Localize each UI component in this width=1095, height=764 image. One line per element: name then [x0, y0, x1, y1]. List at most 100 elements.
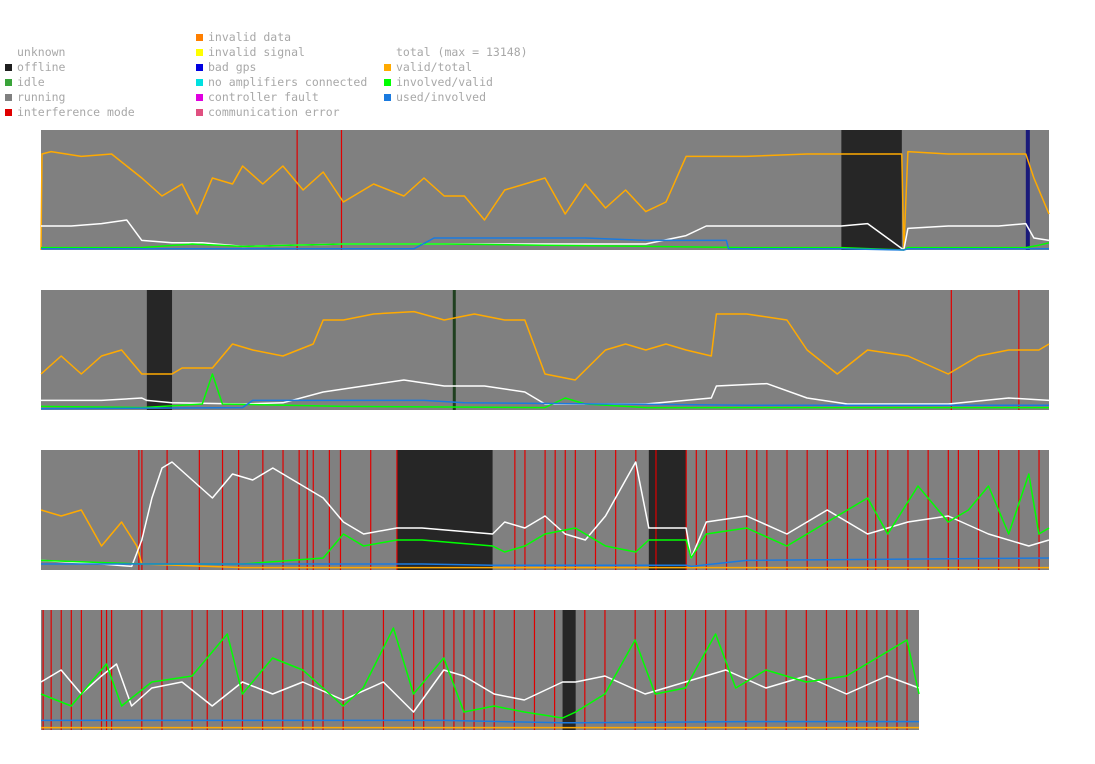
- legend-label: total (max = 13148): [396, 45, 528, 59]
- legend-errors: invalid data invalid signal bad gps no a…: [196, 30, 367, 120]
- legend-item-unknown: unknown: [17, 45, 135, 60]
- interference-mark: [141, 610, 143, 730]
- legend-item-idle: idle: [5, 75, 135, 90]
- interference-mark: [805, 610, 807, 730]
- legend-label: invalid signal: [208, 45, 305, 59]
- interference-mark: [339, 450, 342, 570]
- interference-mark: [70, 610, 72, 730]
- interference-mark: [825, 610, 828, 730]
- legend-swatch: [196, 94, 203, 101]
- interference-mark: [298, 450, 300, 570]
- legend-swatch: [5, 64, 12, 71]
- interference-mark: [947, 450, 949, 570]
- interference-mark: [977, 450, 980, 570]
- interference-mark: [705, 450, 707, 570]
- interference-mark: [238, 450, 240, 570]
- offline-span: [396, 450, 493, 570]
- interference-mark: [423, 610, 425, 730]
- running-background: [41, 610, 919, 730]
- legend-status: unknown offline idle running interferenc…: [5, 30, 135, 120]
- interference-mark: [634, 610, 636, 730]
- interference-mark: [806, 450, 808, 570]
- offline-span: [562, 610, 576, 730]
- interference-mark: [241, 610, 244, 730]
- interference-mark: [584, 610, 586, 730]
- interference-mark: [1018, 450, 1020, 570]
- interference-mark: [42, 610, 44, 730]
- legend-label: idle: [17, 75, 45, 89]
- interference-mark: [846, 610, 848, 730]
- interference-mark: [80, 610, 82, 730]
- interference-mark: [654, 610, 656, 730]
- interference-mark: [766, 450, 768, 570]
- interference-mark: [756, 450, 758, 570]
- interference-mark: [312, 610, 314, 730]
- series-line-total: [41, 379, 1050, 405]
- interference-mark: [493, 610, 495, 730]
- interference-mark: [786, 450, 788, 570]
- legend-label: communication error: [208, 105, 340, 119]
- interference-mark: [906, 610, 908, 730]
- series-line-total: [40, 461, 1050, 568]
- interference-mark: [198, 450, 200, 570]
- interference-mark: [463, 610, 465, 730]
- legend-swatch: [196, 79, 203, 86]
- series-line-valid-total: [40, 509, 1049, 569]
- legend-item-offline: offline: [5, 60, 135, 75]
- legend-label: interference mode: [17, 105, 135, 119]
- interference-mark: [604, 610, 606, 730]
- legend-item-interference: interference mode: [5, 105, 135, 120]
- interference-mark: [554, 450, 556, 570]
- series-line-total: [41, 219, 1050, 251]
- interference-mark: [396, 450, 398, 570]
- interference-mark: [957, 450, 959, 570]
- offline-span: [648, 450, 687, 570]
- interference-mark: [533, 610, 536, 730]
- interference-mark: [282, 610, 284, 730]
- interference-mark: [110, 610, 113, 730]
- legend-swatch: [384, 64, 391, 71]
- interference-mark: [887, 450, 889, 570]
- interference-mark: [907, 450, 909, 570]
- series-line-used-involved: [41, 557, 1050, 568]
- series-line-involved-valid: [40, 627, 920, 719]
- legend-swatch: [196, 49, 203, 56]
- plot-panel-2: [40, 290, 1050, 410]
- interference-mark: [685, 450, 687, 570]
- legend-label: involved/valid: [396, 75, 493, 89]
- interference-mark: [785, 610, 787, 730]
- interference-mark: [615, 450, 617, 570]
- legend-label: invalid data: [208, 30, 292, 44]
- legend-item-used-involved: used/involved: [384, 90, 528, 105]
- interference-mark: [544, 450, 546, 570]
- offline-span: [146, 290, 173, 410]
- interference-mark: [221, 610, 223, 730]
- legend-series: total (max = 13148) valid/total involved…: [384, 30, 528, 105]
- interference-mark: [191, 610, 193, 730]
- legend-swatch: [5, 94, 12, 101]
- interference-mark: [886, 610, 888, 730]
- interference-mark: [328, 450, 330, 570]
- interference-mark: [866, 610, 868, 730]
- interference-mark: [950, 290, 952, 410]
- interference-mark: [322, 610, 324, 730]
- interference-mark: [340, 130, 343, 250]
- bad-gps-span: [1025, 130, 1030, 250]
- interference-mark: [296, 130, 298, 250]
- interference-mark: [1038, 450, 1040, 570]
- legend-item-no-amplifiers: no amplifiers connected: [196, 75, 367, 90]
- series-line-involved-valid: [41, 242, 1050, 251]
- interference-mark: [473, 610, 475, 730]
- interference-mark: [564, 450, 566, 570]
- series-line-total: [40, 663, 920, 713]
- interference-mark: [262, 450, 264, 570]
- idle-mark: [452, 290, 456, 410]
- legend-label: running: [17, 90, 66, 104]
- interference-mark: [161, 610, 163, 730]
- plot-panel-1: [40, 130, 1050, 251]
- series-line-used-involved: [40, 399, 1049, 410]
- interference-mark: [684, 610, 687, 730]
- interference-mark: [927, 450, 929, 570]
- interference-mark: [705, 610, 707, 730]
- interference-mark: [166, 450, 168, 570]
